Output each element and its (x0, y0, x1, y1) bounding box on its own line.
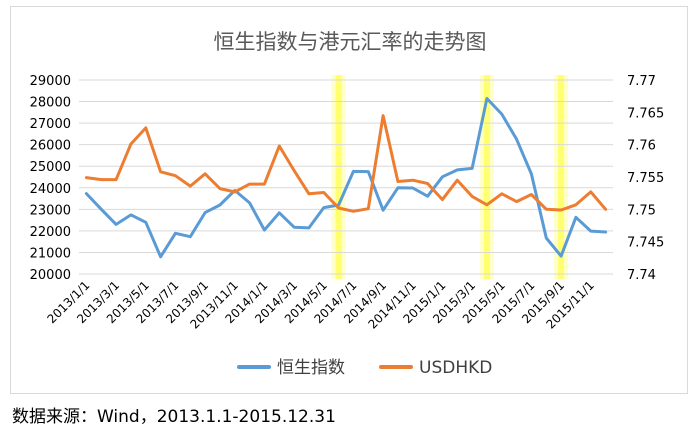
y-left-tick-label: 21000 (30, 246, 71, 261)
y-left-tick-label: 20000 (30, 268, 71, 283)
chart-title: 恒生指数与港元汇率的走势图 (214, 30, 487, 54)
y-left-tick-label: 26000 (30, 139, 71, 154)
chart-frame: 20000 21000 22000 23000 24000 25000 26000 27000… (10, 6, 688, 394)
y-right-tick-label: 7.76 (627, 139, 656, 154)
y-left-tick-label: 23000 (30, 203, 71, 218)
highlight-band (483, 75, 490, 279)
y-right-tick-label: 7.74 (627, 268, 656, 283)
y-right-tick-label: 7.765 (627, 106, 664, 121)
y-left-tick-label: 27000 (30, 117, 71, 132)
highlight-band (558, 75, 565, 279)
y-left-tick-label: 24000 (30, 182, 71, 197)
series-line-usdhkd (84, 114, 608, 213)
y-right-tick-label: 7.755 (627, 171, 664, 186)
y-right-tick-label: 7.745 (627, 236, 664, 251)
legend-label: 恒生指数 (277, 358, 345, 378)
legend-label: USDHKD (419, 358, 492, 378)
y-left-tick-label: 25000 (30, 160, 71, 175)
series-line-hsi (84, 97, 608, 259)
highlight-band (335, 75, 342, 279)
y-left-tick-label: 22000 (30, 225, 71, 240)
line-chart: 20000 21000 22000 23000 24000 25000 26000 27000… (30, 30, 665, 378)
y-left-tick-label: 28000 (30, 96, 71, 111)
y-left-tick-label: 29000 (30, 74, 71, 89)
source-footnote: 数据来源：Wind，2013.1.1-2015.12.31 (12, 407, 336, 427)
y-right-tick-label: 7.77 (627, 74, 656, 89)
y-right-tick-label: 7.75 (627, 203, 656, 218)
